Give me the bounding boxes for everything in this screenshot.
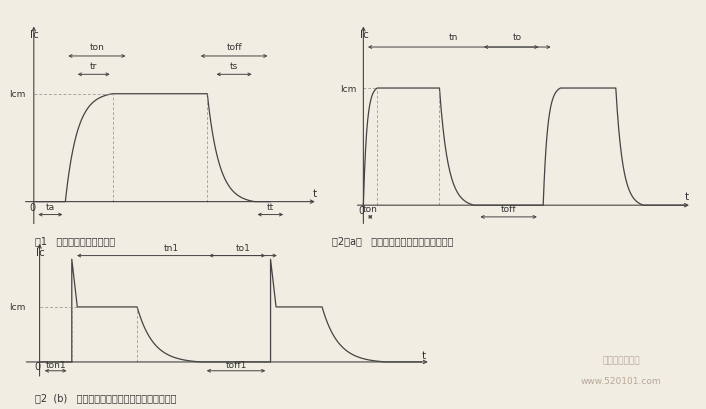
Text: tr: tr	[90, 62, 97, 71]
Text: toff: toff	[227, 43, 242, 52]
Text: tn1: tn1	[164, 243, 179, 252]
Text: 图1   开关管输出电流波形图: 图1 开关管输出电流波形图	[35, 235, 115, 245]
Text: Ic: Ic	[36, 247, 45, 257]
Text: toff: toff	[501, 205, 516, 214]
Text: 家电维修资料网: 家电维修资料网	[602, 355, 640, 364]
Text: Icm: Icm	[9, 303, 26, 312]
Text: ton: ton	[363, 205, 378, 214]
Text: 0: 0	[359, 206, 365, 216]
Text: ton: ton	[90, 43, 104, 52]
Text: tt: tt	[267, 203, 274, 212]
Text: to1: to1	[236, 243, 251, 252]
Text: 图2（a）   开关管正常激励下的电流波形图: 图2（a） 开关管正常激励下的电流波形图	[332, 235, 453, 245]
Text: t: t	[685, 192, 689, 202]
Text: tn: tn	[448, 33, 458, 42]
Text: 图2  (b)   开关管欠激励或过激励下的电流波形图: 图2 (b) 开关管欠激励或过激励下的电流波形图	[35, 393, 177, 402]
Text: t: t	[313, 189, 317, 199]
Text: Ic: Ic	[30, 30, 39, 40]
Text: ton1: ton1	[45, 360, 66, 369]
Text: ta: ta	[46, 203, 55, 212]
Text: Ic: Ic	[359, 30, 369, 40]
Text: 0: 0	[34, 362, 40, 371]
Text: ts: ts	[230, 62, 238, 71]
Text: 0: 0	[29, 203, 35, 213]
Text: www.520101.com: www.520101.com	[581, 376, 662, 385]
Text: Icm: Icm	[340, 84, 357, 93]
Text: t: t	[421, 350, 426, 360]
Text: toff1: toff1	[225, 360, 246, 369]
Text: to: to	[513, 33, 522, 42]
Text: Icm: Icm	[10, 90, 26, 99]
